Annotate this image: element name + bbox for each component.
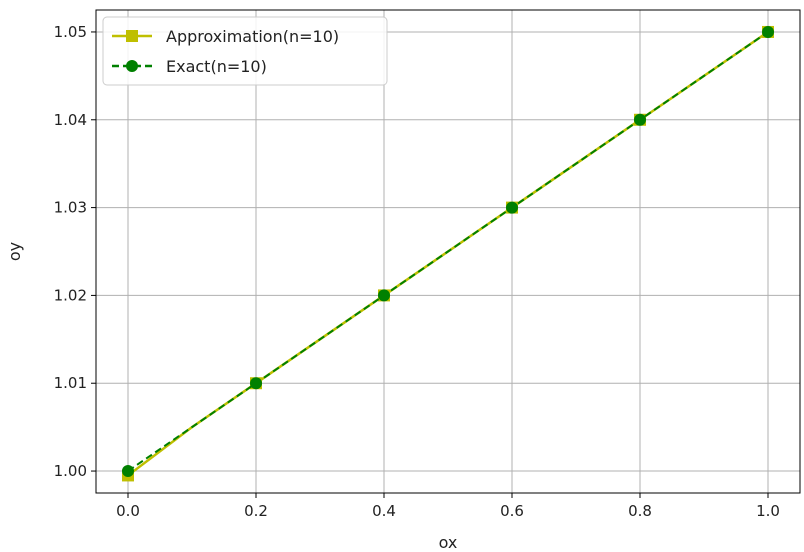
plot-area-frame: [95, 9, 801, 494]
data-point-circle: [634, 113, 646, 126]
y-tick-label: 1.02: [54, 286, 87, 304]
x-tick-label: 1.0: [756, 502, 780, 520]
legend-box: [102, 16, 388, 86]
legend-label: Approximation(n=10): [166, 27, 339, 46]
y-tick-label: 1.03: [54, 199, 87, 217]
legend-label: Exact(n=10): [166, 57, 267, 76]
y-tick-label: 1.04: [54, 111, 87, 129]
x-tick-label: 0.6: [500, 502, 524, 520]
y-tick-label: 1.01: [54, 374, 87, 392]
legend-marker-square: [126, 30, 138, 42]
grid-lines: [96, 10, 800, 493]
data-point-circle: [506, 201, 518, 214]
data-point-circle: [250, 377, 262, 390]
x-axis-label: ox: [439, 533, 458, 552]
y-axis-label: oy: [5, 242, 24, 261]
y-tick-label: 1.00: [54, 462, 87, 480]
x-axis-ticks: 0.0 0.2 0.4 0.6 0.8 1.0: [116, 493, 780, 520]
x-tick-label: 0.2: [244, 502, 268, 520]
x-tick-label: 0.0: [116, 502, 140, 520]
y-axis-ticks: 1.00 1.01 1.02 1.03 1.04 1.05: [54, 23, 96, 480]
series-exact: [122, 25, 774, 478]
data-point-circle: [762, 25, 774, 38]
x-tick-label: 0.8: [628, 502, 652, 520]
data-point-circle: [122, 465, 134, 478]
plot-series: [122, 25, 774, 482]
y-tick-label: 1.05: [54, 23, 87, 41]
legend: Approximation(n=10) Exact(n=10): [102, 16, 388, 86]
legend-marker-circle: [126, 60, 138, 72]
series-line: [127, 31, 769, 472]
x-tick-label: 0.4: [372, 502, 396, 520]
data-point-circle: [378, 289, 390, 302]
